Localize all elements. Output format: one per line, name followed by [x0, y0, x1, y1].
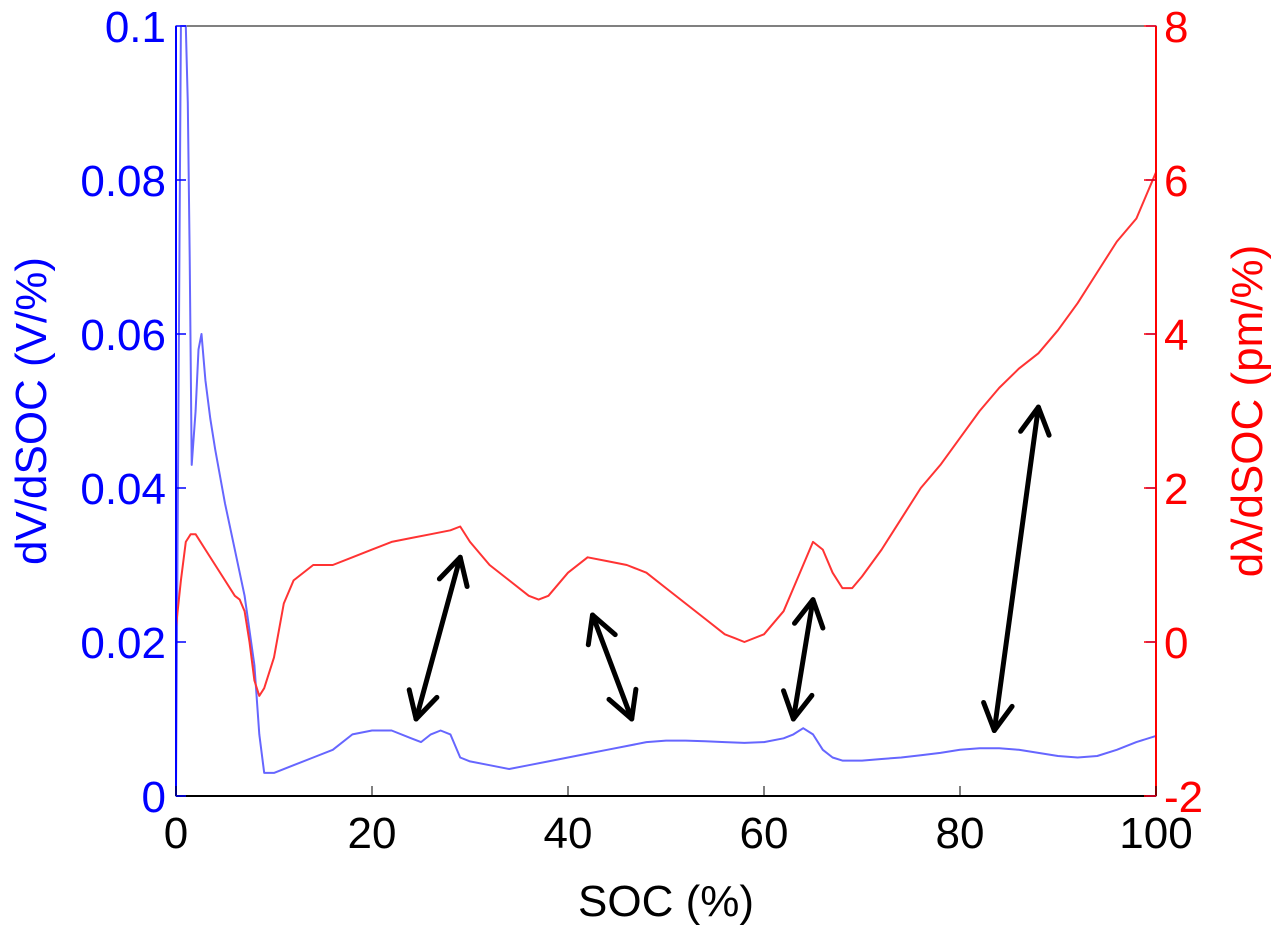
double-arrow-head — [792, 597, 826, 631]
x-tick-label: 80 — [936, 809, 985, 858]
double-arrow-tail — [781, 688, 815, 722]
x-tick-label: 60 — [740, 809, 789, 858]
series-layer — [175, 25, 1157, 789]
annotation-arrows — [406, 404, 1052, 734]
left-y-axis-title: dV/dSOC (V/%) — [7, 257, 56, 565]
x-tick-label: 0 — [164, 809, 188, 858]
double-arrow-tail — [585, 612, 618, 648]
double-arrow-tail — [981, 700, 1015, 733]
x-tick-label: 20 — [348, 809, 397, 858]
right-y-tick-label: 4 — [1164, 311, 1188, 360]
double-arrow-shaft — [790, 597, 816, 722]
x-tick-label: 40 — [544, 809, 593, 858]
double-arrow-head — [436, 554, 470, 589]
axes-layer: 0 20 40 60 80 100 0 0.02 0.04 0.06 0.08 0.1 -2 0 2 4 6 8 — [80, 3, 1203, 858]
left-y-tick-label: 0 — [142, 773, 166, 822]
double-arrow-head — [1018, 404, 1052, 438]
left-y-tick-label: 0.08 — [80, 157, 166, 206]
double-arrow-shaft — [590, 612, 635, 722]
right-y-tick-label: 8 — [1164, 3, 1188, 52]
right-axis-series-line — [175, 171, 1157, 697]
left-y-tick-label: 0.1 — [105, 3, 166, 52]
left-axis-series-line — [175, 25, 1157, 789]
double-arrow-shaft — [413, 554, 463, 722]
x-tick-label: 100 — [1119, 809, 1192, 858]
right-y-tick-label: 0 — [1164, 619, 1188, 668]
left-y-tick-label: 0.02 — [80, 619, 166, 668]
double-arrow-tail — [406, 687, 440, 722]
right-y-axis-title: dλ/dSOC (pm/%) — [1223, 245, 1272, 578]
right-y-tick-label: 6 — [1164, 157, 1188, 206]
double-arrow-head — [606, 686, 639, 722]
left-y-tick-label: 0.06 — [80, 311, 166, 360]
right-y-tick-label: 2 — [1164, 465, 1188, 514]
right-y-tick-label: -2 — [1164, 773, 1203, 822]
left-y-tick-label: 0.04 — [80, 465, 166, 514]
plot-area-frame — [175, 25, 1157, 797]
double-arrow-shaft — [991, 404, 1041, 734]
x-axis-title: SOC (%) — [578, 877, 754, 926]
